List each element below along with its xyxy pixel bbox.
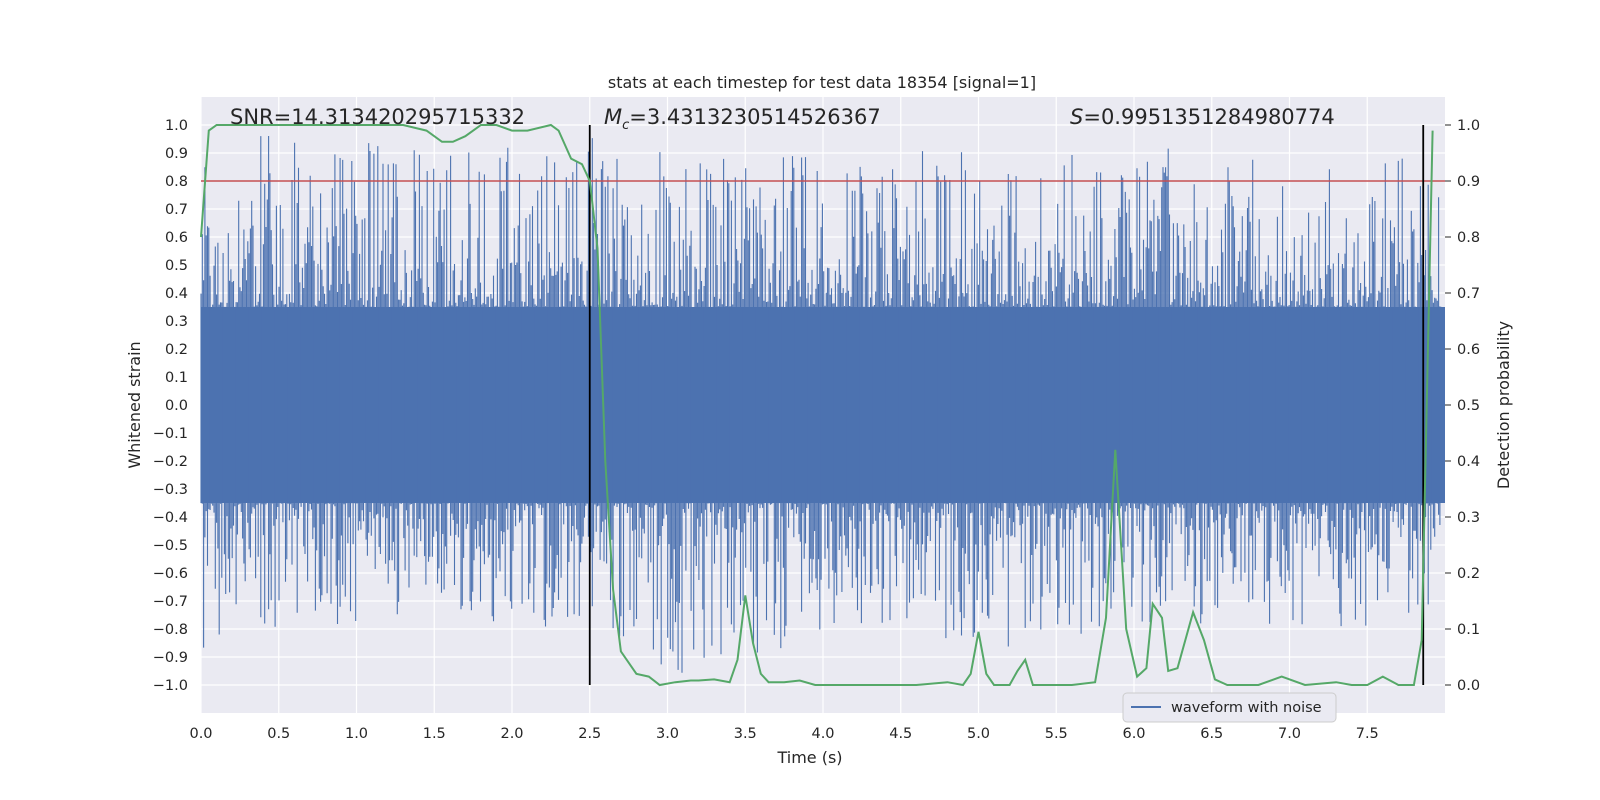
y2-axis-label: Detection probability bbox=[1494, 321, 1513, 489]
y-tick-label: 1.0 bbox=[165, 118, 188, 134]
legend-entry-label: waveform with noise bbox=[1171, 700, 1322, 716]
y-tick-label: 0.9 bbox=[165, 146, 188, 162]
y-tick-label: 0.1 bbox=[165, 370, 188, 386]
y-tick-label: −0.1 bbox=[153, 426, 188, 442]
y-tick-label: −0.4 bbox=[153, 510, 188, 526]
waveform-series bbox=[200, 136, 1445, 673]
spin-symbol: S bbox=[1070, 105, 1083, 129]
y-tick-label: −0.3 bbox=[153, 482, 188, 498]
y-tick-label: 0.5 bbox=[165, 258, 188, 274]
y-tick-label: 0.8 bbox=[165, 174, 188, 190]
x-tick-label: 1.5 bbox=[423, 726, 446, 742]
y2-tick-label: 0.6 bbox=[1457, 342, 1480, 358]
x-tick-label: 5.5 bbox=[1045, 726, 1068, 742]
x-tick-label: 6.5 bbox=[1200, 726, 1223, 742]
y-axis-label: Whitened strain bbox=[125, 341, 144, 468]
y-tick-label: 0.7 bbox=[165, 202, 188, 218]
x-tick-label: 5.0 bbox=[967, 726, 990, 742]
legend: waveform with noise bbox=[1122, 692, 1337, 723]
x-tick-label: 0.5 bbox=[267, 726, 290, 742]
chirp-mass-subscript: c bbox=[622, 118, 629, 133]
x-tick-label: 3.0 bbox=[656, 726, 679, 742]
y2-tick-label: 0.9 bbox=[1457, 174, 1480, 190]
x-axis-ticks: 0.0 0.5 1.0 1.5 2.0 2.5 3.0 3.5 4.0 4.5 5.0 5.5 6.0 6… bbox=[189, 726, 1378, 742]
y-tick-label: −0.7 bbox=[153, 594, 188, 610]
x-tick-label: 0.0 bbox=[189, 726, 212, 742]
y-tick-label: 0.2 bbox=[165, 342, 188, 358]
y2-axis-ticks: 1.0 0.9 0.8 0.7 0.6 0.5 0.4 0.3 0.2 0.1 0.0 bbox=[1445, 118, 1480, 694]
y2-tick-label: 0.8 bbox=[1457, 230, 1480, 246]
y-tick-label: 0.3 bbox=[165, 314, 188, 330]
y-axis-ticks: 1.0 0.9 0.8 0.7 0.6 0.5 0.4 0.3 0.2 0.1 0.0 −0.1 −0.… bbox=[153, 118, 188, 694]
y-tick-label: −0.5 bbox=[153, 538, 188, 554]
x-tick-label: 6.0 bbox=[1122, 726, 1145, 742]
y2-tick-label: 0.4 bbox=[1457, 454, 1480, 470]
y-tick-label: 0.6 bbox=[165, 230, 188, 246]
y-tick-label: 0.4 bbox=[165, 286, 188, 302]
waveform-core bbox=[201, 307, 1445, 503]
y-tick-label: −1.0 bbox=[153, 678, 188, 694]
y2-tick-label: 0.2 bbox=[1457, 566, 1480, 582]
x-tick-label: 7.5 bbox=[1356, 726, 1379, 742]
x-axis-label: Time (s) bbox=[776, 748, 842, 767]
x-tick-label: 2.0 bbox=[500, 726, 523, 742]
legend-box bbox=[1122, 692, 1337, 723]
x-tick-label: 3.5 bbox=[734, 726, 757, 742]
y2-tick-label: 0.1 bbox=[1457, 622, 1480, 638]
y2-tick-label: 0.5 bbox=[1457, 398, 1480, 414]
y2-tick-label: 0.7 bbox=[1457, 286, 1480, 302]
waveform-trace bbox=[200, 136, 1442, 673]
y-tick-label: 0.0 bbox=[165, 398, 188, 414]
chirp-mass-symbol: M bbox=[604, 105, 622, 129]
detection-probability-line bbox=[200, 123, 1434, 687]
chirp-mass-annotation: Mc=3.4313230514526367 bbox=[604, 105, 881, 133]
x-tick-label: 1.0 bbox=[345, 726, 368, 742]
y-tick-label: −0.9 bbox=[153, 650, 188, 666]
spin-value: =0.9951351284980774 bbox=[1083, 105, 1334, 129]
y-tick-label: −0.2 bbox=[153, 454, 188, 470]
detection-probability-series bbox=[200, 123, 1434, 687]
x-tick-label: 4.5 bbox=[889, 726, 912, 742]
x-tick-label: 2.5 bbox=[578, 726, 601, 742]
y2-tick-label: 0.0 bbox=[1457, 678, 1480, 694]
chart-title: stats at each timestep for test data 183… bbox=[608, 73, 1036, 92]
y2-tick-label: 1.0 bbox=[1457, 118, 1480, 134]
y-tick-label: −0.8 bbox=[153, 622, 188, 638]
y2-tick-label: 0.3 bbox=[1457, 510, 1480, 526]
x-tick-label: 4.0 bbox=[811, 726, 834, 742]
x-tick-label: 7.0 bbox=[1278, 726, 1301, 742]
y-tick-label: −0.6 bbox=[153, 566, 188, 582]
chirp-mass-value: =3.4313230514526367 bbox=[629, 105, 880, 129]
snr-annotation: SNR=14.313420295715332 bbox=[230, 105, 525, 129]
spin-annotation: S=0.9951351284980774 bbox=[1070, 105, 1335, 129]
